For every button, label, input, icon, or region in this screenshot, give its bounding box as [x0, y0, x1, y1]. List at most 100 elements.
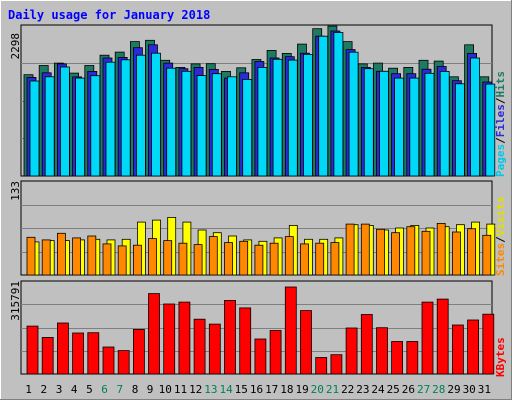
- sites-bar-day-31: [482, 234, 492, 276]
- kbytes-bar-day-30: [467, 319, 480, 375]
- pages-bar-day-28: [439, 71, 450, 177]
- pages-bar-day-11: [181, 70, 192, 177]
- day-label-23: 23: [356, 383, 369, 396]
- sites-bar-day-21: [330, 242, 340, 276]
- kbytes-bar-day-16: [254, 338, 267, 375]
- day-label-19: 19: [295, 383, 308, 396]
- pages-bar-day-5: [90, 75, 101, 177]
- day-label-21: 21: [326, 383, 339, 396]
- legend-sep-2: /: [494, 97, 507, 104]
- legend-kbytes: KBytes: [494, 337, 507, 377]
- legend-hits: Hits: [494, 71, 507, 98]
- kbytes-bar-day-7: [117, 350, 130, 375]
- day-label-18: 18: [280, 383, 293, 396]
- sites-bar-day-12: [193, 244, 203, 276]
- kbytes-bar-day-21: [330, 354, 343, 375]
- sites-bar-day-25: [391, 232, 401, 276]
- sites-bar-day-24: [376, 228, 385, 276]
- sites-bar-day-10: [163, 240, 173, 276]
- pages-bar-day-26: [409, 77, 420, 177]
- pages-bar-day-7: [120, 59, 131, 177]
- kbytes-panel: [20, 280, 495, 375]
- kbytes-bar-day-5: [87, 332, 100, 375]
- sites-bar-day-26: [406, 226, 416, 276]
- day-label-25: 25: [387, 383, 400, 396]
- legend-sites: Sites: [494, 243, 507, 276]
- sites-bar-day-22: [345, 223, 355, 276]
- sites-bar-day-4: [72, 237, 81, 276]
- legend-sep-1: /: [494, 137, 507, 144]
- kbytes-bar-day-13: [208, 323, 221, 375]
- day-label-4: 4: [71, 383, 78, 396]
- pages-bar-day-31: [485, 83, 496, 177]
- day-label-13: 13: [204, 383, 217, 396]
- sites-bar-day-16: [254, 244, 264, 276]
- sites-bar-day-9: [148, 238, 157, 276]
- sites-bar-day-30: [467, 228, 477, 276]
- kbytes-bar-day-14: [224, 299, 236, 375]
- kbytes-bar-day-20: [315, 357, 328, 375]
- day-label-7: 7: [116, 383, 123, 396]
- sites-bar-day-18: [284, 236, 294, 276]
- kbytes-bar-day-8: [132, 328, 145, 375]
- kbytes-bar-day-22: [345, 327, 358, 375]
- chart-title: Daily usage for January 2018: [8, 8, 210, 22]
- day-label-3: 3: [56, 383, 63, 396]
- day-label-16: 16: [250, 383, 263, 396]
- pages-bar-day-10: [166, 67, 177, 177]
- day-label-2: 2: [40, 383, 47, 396]
- pages-bar-day-25: [394, 77, 405, 177]
- sites-bar-day-28: [436, 222, 446, 276]
- day-label-1: 1: [25, 383, 32, 396]
- kbytes-bar-day-18: [284, 286, 297, 375]
- pages-bar-day-1: [29, 80, 40, 177]
- pages-bar-day-4: [75, 77, 85, 177]
- sites-bar-day-14: [224, 242, 233, 276]
- pages-bar-day-14: [227, 76, 237, 177]
- pages-bar-day-27: [424, 72, 435, 177]
- sites-bar-day-2: [41, 239, 51, 276]
- day-label-29: 29: [447, 383, 460, 396]
- pages-bar-day-8: [135, 54, 146, 177]
- kbytes-bar-day-2: [41, 336, 54, 375]
- day-label-11: 11: [174, 383, 187, 396]
- pages-bar-day-16: [257, 67, 268, 177]
- legend-pages: Pages: [494, 144, 507, 177]
- sites-bar-day-27: [421, 230, 431, 276]
- kbytes-bar-day-29: [451, 324, 464, 375]
- pages-bar-day-12: [196, 75, 207, 177]
- day-label-27: 27: [417, 383, 430, 396]
- hits-panel: [20, 24, 496, 177]
- hits-ymax-label: 2298: [9, 33, 22, 60]
- pages-bar-day-17: [272, 58, 283, 177]
- day-label-20: 20: [311, 383, 324, 396]
- day-label-5: 5: [86, 383, 93, 396]
- pages-bar-day-30: [470, 57, 481, 177]
- sites-bar-day-8: [132, 244, 142, 276]
- pages-bar-day-9: [151, 52, 161, 177]
- sites-bar-day-20: [315, 242, 325, 276]
- day-label-12: 12: [189, 383, 202, 396]
- kbytes-bar-day-23: [360, 314, 373, 375]
- kbytes-bar-day-11: [178, 301, 191, 375]
- day-label-9: 9: [147, 383, 154, 396]
- day-label-17: 17: [265, 383, 278, 396]
- pages-bar-day-23: [363, 68, 374, 177]
- pages-bar-day-29: [454, 83, 465, 177]
- sites-bar-day-15: [239, 240, 249, 276]
- day-label-26: 26: [402, 383, 415, 396]
- kbytes-bar-day-12: [193, 318, 206, 375]
- day-label-24: 24: [371, 383, 385, 396]
- kbytes-bar-day-10: [163, 303, 176, 375]
- kbytes-bar-day-24: [376, 327, 388, 375]
- pages-bar-day-3: [60, 66, 70, 177]
- day-label-31: 31: [478, 383, 491, 396]
- day-label-10: 10: [159, 383, 172, 396]
- sites-bar-day-5: [87, 235, 97, 276]
- pages-bar-day-6: [105, 61, 116, 177]
- kbytes-bar-day-1: [26, 325, 39, 375]
- kbytes-bar-day-9: [148, 293, 160, 375]
- kbytes-bar-day-25: [391, 341, 404, 375]
- kbytes-bar-day-26: [406, 341, 419, 375]
